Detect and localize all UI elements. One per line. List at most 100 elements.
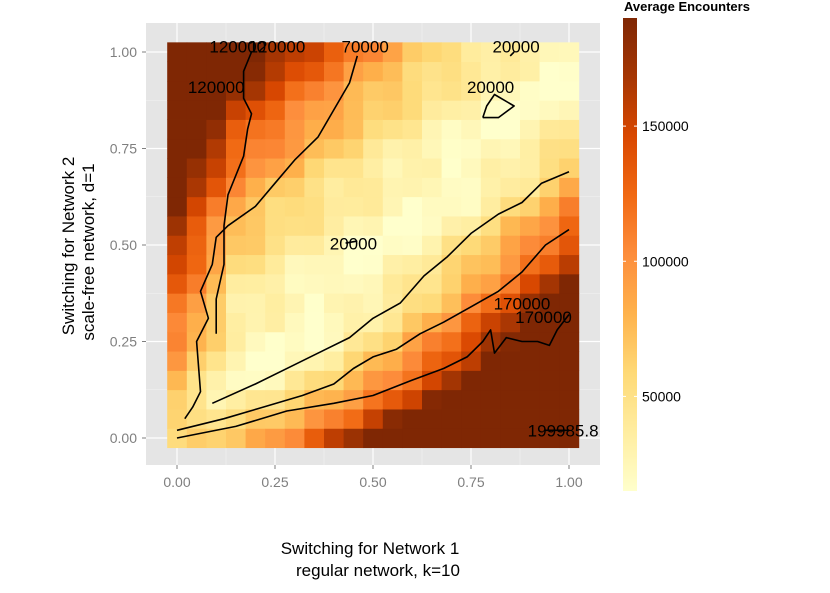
heatmap-cell bbox=[245, 216, 266, 236]
heatmap-cell bbox=[539, 312, 560, 333]
heatmap-cell bbox=[363, 370, 384, 391]
heatmap-cell bbox=[461, 293, 482, 313]
heatmap-cell bbox=[324, 196, 344, 217]
heatmap-cell bbox=[480, 100, 501, 120]
heatmap-cell bbox=[206, 177, 227, 198]
heatmap-cell bbox=[539, 138, 560, 159]
heatmap-cell bbox=[539, 409, 560, 429]
heatmap-cell bbox=[324, 254, 344, 275]
y-tick-label: 0.50 bbox=[110, 237, 137, 253]
heatmap-cell bbox=[363, 389, 384, 410]
heatmap-cell bbox=[520, 61, 540, 82]
heatmap-cell bbox=[284, 351, 305, 371]
heatmap-cell bbox=[520, 119, 540, 140]
heatmap-cell bbox=[441, 216, 462, 236]
heatmap-cell bbox=[265, 351, 286, 371]
heatmap-cell bbox=[480, 312, 501, 333]
contour-line bbox=[176, 228, 570, 432]
heatmap-cell bbox=[206, 119, 227, 140]
heatmap-cell bbox=[304, 100, 325, 120]
heatmap-cell bbox=[441, 80, 462, 101]
heatmap-cell bbox=[520, 273, 540, 294]
heatmap-cell bbox=[284, 177, 305, 198]
heatmap-cell bbox=[167, 80, 188, 101]
heatmap-cell bbox=[226, 100, 246, 120]
heatmap-cell bbox=[304, 370, 325, 391]
heatmap-cell bbox=[500, 61, 521, 82]
heatmap-cell bbox=[324, 42, 344, 63]
heatmap-cell bbox=[402, 409, 423, 429]
heatmap-cell bbox=[539, 80, 560, 101]
contour-label: 120000 bbox=[209, 38, 266, 57]
heatmap-cell bbox=[382, 119, 403, 140]
legend-colorbar bbox=[623, 18, 637, 491]
heatmap-cell bbox=[245, 370, 266, 391]
heatmap-cell bbox=[226, 428, 246, 449]
heatmap-cell bbox=[559, 216, 580, 236]
heatmap-cell bbox=[265, 370, 286, 391]
heatmap-cell bbox=[441, 389, 462, 410]
heatmap-cell bbox=[284, 119, 305, 140]
heatmap-cell bbox=[206, 216, 227, 236]
heatmap-cell bbox=[167, 177, 188, 198]
heatmap-cell bbox=[461, 428, 482, 449]
heatmap-cell bbox=[559, 80, 580, 101]
heatmap-cell bbox=[559, 138, 580, 159]
heatmap-cell bbox=[461, 196, 482, 217]
heatmap-cell bbox=[343, 138, 364, 159]
heatmap-cell bbox=[324, 177, 344, 198]
heatmap-cell bbox=[500, 80, 521, 101]
heatmap-cell bbox=[265, 61, 286, 82]
heatmap-cell bbox=[324, 119, 344, 140]
heatmap-cell bbox=[245, 409, 266, 429]
heatmap-cell bbox=[539, 216, 560, 236]
heatmap-cell bbox=[402, 235, 423, 256]
heatmap-cell bbox=[382, 351, 403, 371]
heatmap-cell bbox=[422, 428, 442, 449]
heatmap-cell bbox=[304, 312, 325, 333]
heatmap-cell bbox=[186, 254, 207, 275]
heatmap-cell bbox=[284, 312, 305, 333]
heatmap-cell bbox=[226, 119, 246, 140]
heatmap-cell bbox=[402, 351, 423, 371]
heatmap-cell bbox=[265, 196, 286, 217]
heatmap-cell bbox=[422, 80, 442, 101]
legend-ticks: 50000 100000 150000 bbox=[623, 118, 689, 404]
heatmap-cell bbox=[226, 351, 246, 371]
heatmap-cell bbox=[422, 216, 442, 236]
heatmap-cell bbox=[363, 61, 384, 82]
heatmap-cell bbox=[343, 293, 364, 313]
heatmap-cell bbox=[500, 216, 521, 236]
heatmap-cell bbox=[539, 100, 560, 120]
heatmap-cell bbox=[382, 428, 403, 449]
heatmap-cell bbox=[363, 254, 384, 275]
x-axis-title-line2: regular network, k=10 bbox=[296, 561, 460, 580]
heatmap-cell bbox=[186, 351, 207, 371]
x-tick-label: 0.75 bbox=[457, 474, 484, 490]
heatmap-cell bbox=[304, 119, 325, 140]
heatmap-cell bbox=[363, 177, 384, 198]
heatmap-cell bbox=[382, 235, 403, 256]
contour-label: 20000 bbox=[492, 38, 539, 57]
heatmap-cell bbox=[461, 351, 482, 371]
heatmap-cell bbox=[402, 42, 423, 63]
heatmap-cell bbox=[559, 100, 580, 120]
heatmap-cell bbox=[206, 138, 227, 159]
heatmap-cell bbox=[422, 196, 442, 217]
heatmap-cell bbox=[500, 351, 521, 371]
heatmap-cell bbox=[461, 312, 482, 333]
heatmap-cell bbox=[402, 158, 423, 178]
y-tick-label: 0.00 bbox=[110, 430, 137, 446]
heatmap-cell bbox=[186, 216, 207, 236]
heatmap-cell bbox=[363, 428, 384, 449]
heatmap-cell bbox=[480, 158, 501, 178]
heatmap-cell bbox=[343, 235, 364, 256]
heatmap-cell bbox=[284, 61, 305, 82]
heatmap-cell bbox=[245, 119, 266, 140]
heatmap-cell bbox=[382, 80, 403, 101]
heatmap-cell bbox=[304, 351, 325, 371]
heatmap-cell bbox=[343, 119, 364, 140]
heatmap-cell bbox=[304, 331, 325, 352]
heatmap-cell bbox=[324, 216, 344, 236]
y-axis-title-line1: Switching for Network 2 bbox=[59, 157, 78, 336]
